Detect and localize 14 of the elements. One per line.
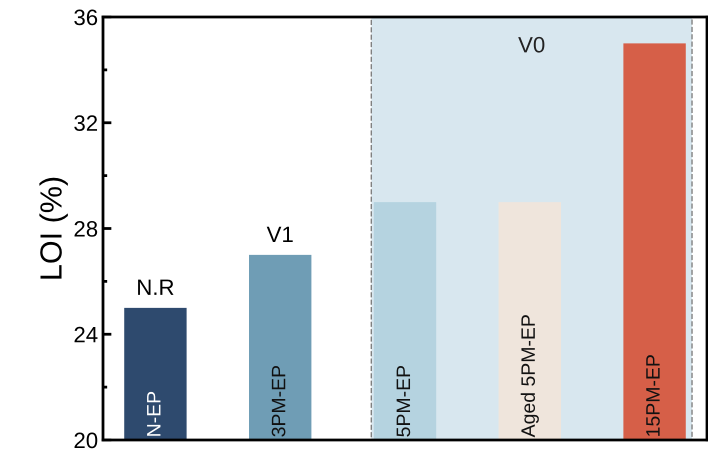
y-tick-label: 20 (74, 432, 98, 448)
x-tick-label: 15PM-EP (646, 355, 660, 436)
y-tick-label: 32 (74, 115, 98, 132)
x-tick-label: 3PM-EP (272, 366, 286, 437)
y-tick-label: 24 (74, 326, 98, 342)
band-label: V0 (518, 36, 544, 53)
annotation: V1 (266, 226, 293, 242)
x-tick-label: 5PM-EP (396, 366, 410, 437)
x-tick-label: N-EP (147, 392, 160, 436)
annotation: N.R (138, 280, 174, 295)
y-tick-label: 28 (74, 221, 98, 237)
y-tick-label: 36 (74, 10, 98, 26)
y-axis-title: LOI (%) (39, 178, 68, 279)
x-tick-label: Aged 5PM-EP (520, 315, 539, 438)
